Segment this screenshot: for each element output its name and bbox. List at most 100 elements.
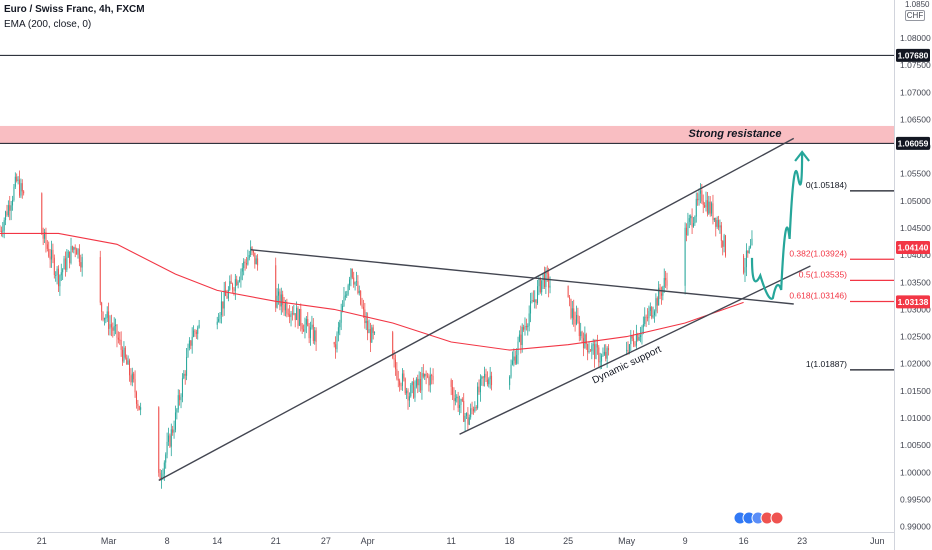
candle-body xyxy=(660,293,662,296)
candle-body xyxy=(177,395,179,410)
neckline-trendline[interactable] xyxy=(250,249,794,305)
candle-body xyxy=(694,216,696,224)
candle-body xyxy=(484,373,486,378)
candle-body xyxy=(301,325,303,330)
y-tick-label: 1.05000 xyxy=(900,196,931,206)
candle-body xyxy=(408,396,410,401)
candle-body xyxy=(343,296,345,306)
candle-body xyxy=(173,429,175,433)
candle-body xyxy=(456,396,458,399)
candle-body xyxy=(349,279,351,286)
candle-body xyxy=(176,409,178,413)
candle-body xyxy=(244,261,246,264)
candle-body xyxy=(191,336,193,346)
candle-body xyxy=(17,179,19,181)
ema-200-line[interactable] xyxy=(0,232,744,351)
price-label-tag xyxy=(896,48,930,62)
candle-body xyxy=(511,360,513,365)
candle-body xyxy=(222,301,224,309)
candle-body xyxy=(543,273,545,287)
candle-body xyxy=(2,230,4,232)
chart-title: Euro / Swiss Franc, 4h, FXCM xyxy=(4,4,145,15)
candle-body xyxy=(530,301,532,314)
candle-body xyxy=(485,373,487,380)
candle-body xyxy=(648,311,650,319)
candle-body xyxy=(59,275,61,287)
candle-body xyxy=(354,282,356,285)
candle-body xyxy=(486,379,488,385)
price-label-tag xyxy=(896,295,930,309)
candle-body xyxy=(102,311,104,320)
fib-level-label: 1(1.01887) xyxy=(806,359,847,369)
candle-body xyxy=(748,247,750,254)
candle-body xyxy=(656,298,658,306)
candle-body xyxy=(283,304,285,311)
candle-body xyxy=(596,343,598,348)
candle-body xyxy=(23,191,25,194)
candle-body xyxy=(122,349,124,362)
candle-body xyxy=(311,324,313,328)
candle-body xyxy=(163,462,165,474)
candle-body xyxy=(198,324,200,328)
candle-body xyxy=(457,396,459,408)
candle-body xyxy=(414,386,416,398)
candle-body xyxy=(347,285,349,295)
candle-body xyxy=(463,400,465,422)
candle-body xyxy=(53,257,55,276)
fib-level-label: 0(1.05184) xyxy=(806,180,847,190)
candle-body xyxy=(254,252,256,265)
candle-body xyxy=(42,234,44,239)
candle-body xyxy=(514,356,516,364)
x-tick-label: 9 xyxy=(683,536,688,546)
candle-body xyxy=(665,277,667,281)
candle-body xyxy=(711,203,713,214)
candle-body xyxy=(81,257,83,268)
economic-event-icon[interactable] xyxy=(770,511,784,525)
candle-body xyxy=(606,348,608,359)
candle-body xyxy=(698,193,700,201)
plot-area[interactable] xyxy=(0,0,894,532)
price-label-text: 1.07680 xyxy=(898,50,929,60)
candle-body xyxy=(421,373,423,391)
candle-body xyxy=(9,205,11,211)
candle-body xyxy=(315,330,317,342)
candle-body xyxy=(234,279,236,291)
candle-body xyxy=(537,286,539,304)
candle-body xyxy=(716,219,718,227)
candle-body xyxy=(103,317,105,320)
candle-body xyxy=(279,291,281,307)
candle-body xyxy=(353,277,355,285)
candle-body xyxy=(464,415,466,422)
candle-body xyxy=(140,407,142,410)
x-tick-label: Apr xyxy=(361,536,375,546)
candle-body xyxy=(287,313,289,315)
candle-body xyxy=(284,303,286,311)
candle-body xyxy=(393,358,395,360)
candle-body xyxy=(591,345,593,352)
candle-body xyxy=(6,211,8,216)
candle-body xyxy=(528,313,530,326)
rising-channel-upper-trendline[interactable] xyxy=(158,137,795,482)
candle-body xyxy=(0,230,1,232)
candle-body xyxy=(187,347,189,358)
candle-body xyxy=(105,317,107,319)
candle-body xyxy=(712,203,714,221)
candle-body xyxy=(227,289,229,299)
candle-body xyxy=(120,339,122,350)
indicator-legend-ema[interactable]: EMA (200, close, 0) xyxy=(4,19,92,30)
candle-body xyxy=(513,356,515,361)
dynamic-support-trendline[interactable] xyxy=(459,265,811,435)
resistance-zone[interactable] xyxy=(0,125,894,144)
candle-body xyxy=(649,307,651,312)
currency-badge[interactable]: 1.0850 CHF xyxy=(905,0,929,21)
candle-body xyxy=(278,291,280,296)
candle-body xyxy=(134,379,136,393)
candle-body xyxy=(525,325,527,328)
candle-body xyxy=(57,268,59,287)
candle-body xyxy=(180,397,182,401)
candle-body xyxy=(539,278,541,293)
projection-path[interactable] xyxy=(750,151,804,300)
events-icons[interactable] xyxy=(733,511,784,525)
candle-body xyxy=(453,394,455,402)
